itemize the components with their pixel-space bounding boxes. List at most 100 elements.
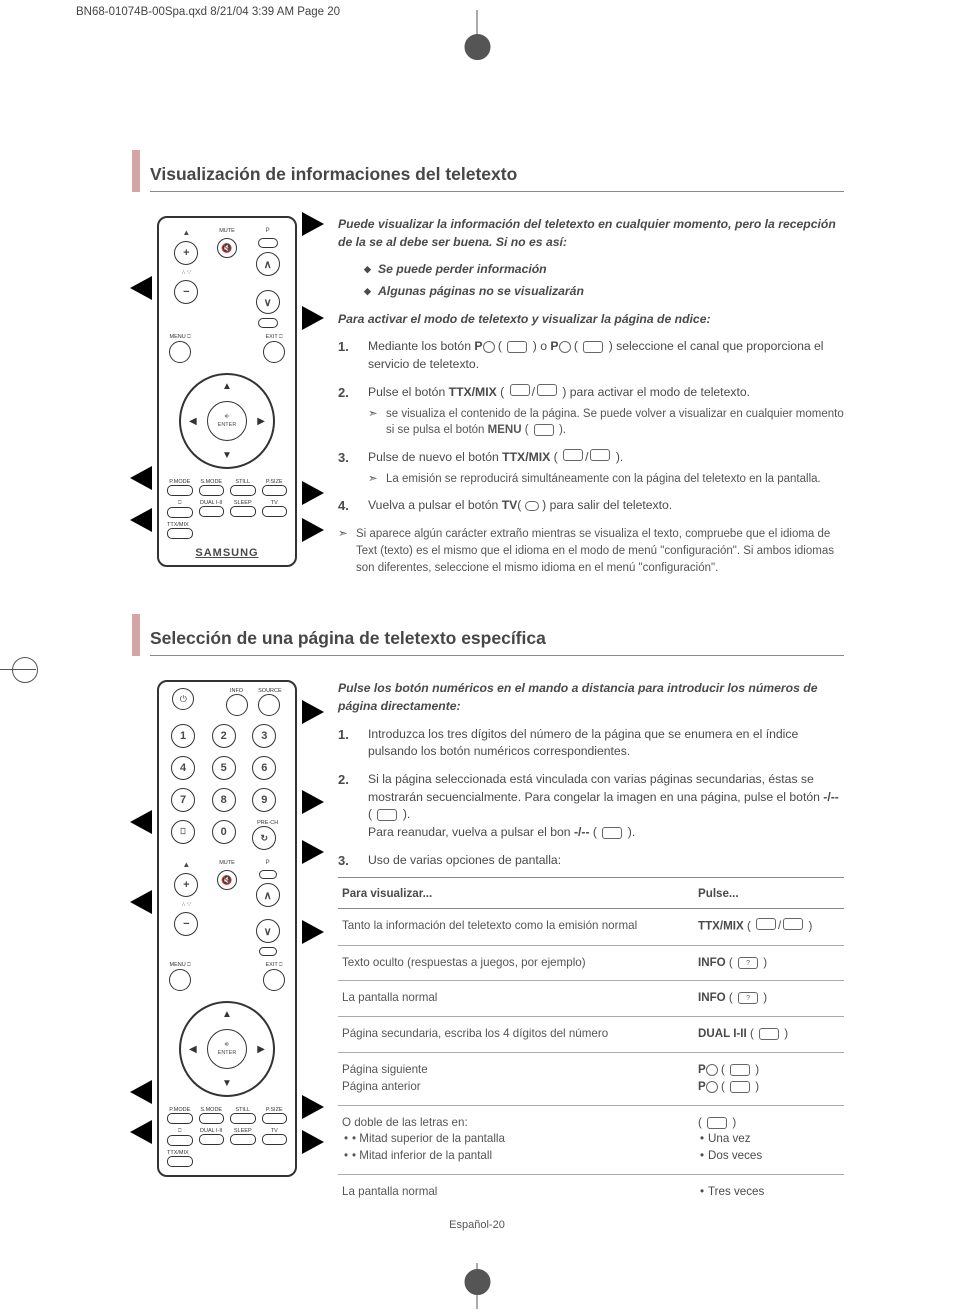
down-circle-icon [559,341,571,353]
nav-right-arrow: ▶ [257,416,265,427]
intro-text: Pulse los botón numéricos en el mando a … [338,680,844,715]
mix-icon [537,384,557,396]
num-button: 4 [171,756,195,780]
table-cell: P ( ) P ( ) [694,1052,844,1105]
step-body: Uso de varias opciones de pantalla: [368,852,844,871]
red-button [167,1135,193,1146]
options-table: Para visualizar... Pulse... Tanto la inf… [338,877,844,1210]
table-cell: Página siguiente Página anterior [338,1052,694,1105]
bullet-item: Se puede perder información [364,261,844,279]
callout-wedge [302,212,324,236]
still-button [230,1113,256,1124]
table-cell: La pantalla normal [338,1174,694,1209]
up-circle-icon [706,1064,718,1076]
callout-wedge [130,1120,152,1144]
instructions-column: Puede visualizar la información del tele… [338,216,844,576]
dual-label: DUAL I-II [199,500,225,506]
up-circle-icon [483,341,495,353]
table-row: La pantalla normal INFO ( ? ) [338,981,844,1017]
num-button: 3 [252,724,276,748]
remote-illustration: ⏻ INFO SOURCE 1 2 3 4 5 6 7 [132,680,322,1177]
section-title: Visualización de informaciones del telet… [150,164,844,192]
ttx-icon [510,384,530,396]
step-body: Si la página seleccionada está vinculada… [368,771,844,842]
step-item: 4. Vuelva a pulsar el botón TV( ) para s… [338,497,844,516]
function-button-grid: P.MODE S.MODE STILL P.SIZE ⎕ DUAL I-II S… [165,477,289,541]
dash-button: ⎕ [171,820,195,844]
table-row: O doble de las letras en: • Mitad superi… [338,1105,844,1174]
callout-wedge [302,1095,324,1119]
green-button [199,1134,225,1145]
volume-channel-block: ▲ + ∴ ∵ − MUTE 🔇 P [165,858,289,962]
function-button-grid: P.MODE S.MODE STILL P.SIZE ⎕ DUAL I-II S… [165,1105,289,1169]
callout-wedge [130,1080,152,1104]
print-metadata-header: BN68-01074B-00Spa.qxd 8/21/04 3:39 AM Pa… [76,6,340,18]
volume-up-button: + [174,873,198,897]
num-button: 2 [212,724,236,748]
hold-icon [602,827,622,839]
still-button [230,485,256,496]
info-button [226,694,248,716]
table-cell: TTX/MIX ( / ) [694,909,844,945]
step-item: 3. Pulse de nuevo el botón TTX/MIX ( / )… [338,449,844,487]
remote-body: ▲ + ∴ ∵ − MUTE 🔇 P [157,216,297,567]
step-body: Vuelva a pulsar el botón TV( ) para sali… [368,497,844,516]
info-label: INFO [226,688,248,694]
tv-icon [525,501,539,511]
small-pill-icon [259,947,277,956]
sub-option: Una vez [698,1131,840,1148]
num-button: 7 [171,788,195,812]
callout-wedge [130,890,152,914]
section-body: ▲ + ∴ ∵ − MUTE 🔇 P [132,216,844,576]
menu-icon [534,424,554,436]
step-item: 2. Pulse el botón TTX/MIX ( / ) para act… [338,384,844,439]
prech-button: ↻ [252,826,276,850]
icon-pill [507,341,527,353]
callout-wedge [302,518,324,542]
table-cell: INFO ( ? ) [694,945,844,981]
mute-label: MUTE [219,860,235,866]
mute-button: 🔇 [217,238,237,258]
step-item: 3. Uso de varias opciones de pantalla: [338,852,844,871]
menu-label: MENU ⎕ [169,334,191,341]
volume-down-button: − [174,280,198,304]
exit-button [263,341,285,363]
step-number: 2. [338,384,358,439]
table-row: Texto oculto (respuestas a juegos, por e… [338,945,844,981]
section-2: Selección de una página de teletexto esp… [132,614,844,1210]
ttx-icon [563,449,583,461]
title-accent-bar [132,614,140,656]
small-pill-icon [258,238,278,248]
table-row: La pantalla normal Tres veces [338,1174,844,1209]
callout-wedge [302,700,324,724]
numbered-steps: 1. Introduzca los tres dígitos del númer… [338,726,844,871]
callout-wedge [130,810,152,834]
prech-label: PRE-CH [252,820,283,826]
table-cell: INFO ( ? ) [694,981,844,1017]
volume-up-arrow: ▲ [182,228,190,237]
section-title: Selección de una página de teletexto esp… [150,628,844,656]
info-icon: ? [738,992,758,1004]
smode-label: S.MODE [199,479,225,485]
enter-button: ⎆ENTER [207,401,247,441]
section-body: ⏻ INFO SOURCE 1 2 3 4 5 6 7 [132,680,844,1210]
menu-exit-row: MENU ⎕ EXIT ⎕ [165,334,289,369]
callout-wedge [302,1130,324,1154]
document-page: BN68-01074B-00Spa.qxd 8/21/04 3:39 AM Pa… [0,0,954,1313]
ttx-button [167,1156,193,1167]
step-body: Mediante los botón P ( ) o P ( ) selecci… [368,338,844,373]
numbered-steps: 1. Mediante los botón P ( ) o P ( ) sele… [338,338,844,516]
crop-mark-top [477,16,478,50]
pmode-button [167,485,193,496]
step-number: 4. [338,497,358,516]
remote-illustration: ▲ + ∴ ∵ − MUTE 🔇 P [132,216,322,567]
step-body: Pulse de nuevo el botón TTX/MIX ( / ). L… [368,449,844,487]
mute-label: MUTE [219,228,235,234]
remote-illustration-column: ▲ + ∴ ∵ − MUTE 🔇 P [132,216,322,576]
num-button: 5 [212,756,236,780]
table-cell: ( ) Una vez Dos veces [694,1105,844,1174]
psize-button [262,485,288,496]
channel-up-button: ∧ [256,252,280,276]
page-up-icon [730,1064,750,1076]
p-label: P [266,228,270,234]
